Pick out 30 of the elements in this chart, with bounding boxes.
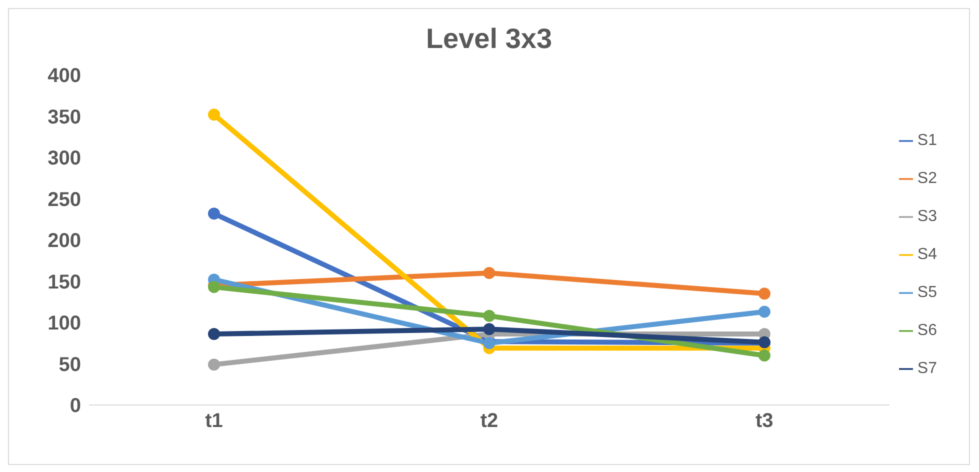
point [758,288,770,300]
point [758,306,770,318]
legend-label: S6 [917,322,937,339]
y-tick-label: 300 [48,148,81,170]
legend-label: S7 [917,360,937,377]
y-tick-label: 250 [48,188,81,211]
point [483,267,496,279]
legend-label: S5 [917,284,937,301]
point [208,358,220,371]
legend-label: S1 [917,132,937,149]
point [758,350,770,362]
point [208,208,220,220]
legend-label: S4 [917,246,937,263]
x-tick-label: t1 [205,410,223,432]
y-tick-label: 100 [48,312,81,335]
y-tick-label: 0 [70,395,81,418]
point [208,108,220,121]
x-tick-label: t2 [480,410,498,432]
legend-label: S2 [917,170,937,187]
y-tick-label: 200 [48,230,81,252]
point [208,328,220,340]
y-tick-label: 400 [48,65,81,88]
legend-label: S3 [917,208,937,225]
y-tick-label: 350 [48,106,81,128]
point [483,323,496,336]
x-tick-label: t3 [756,410,774,432]
chart-title: Level 3x3 [424,23,554,55]
y-tick-label: 150 [48,271,81,294]
point [483,310,496,322]
y-tick-label: 50 [58,354,81,376]
